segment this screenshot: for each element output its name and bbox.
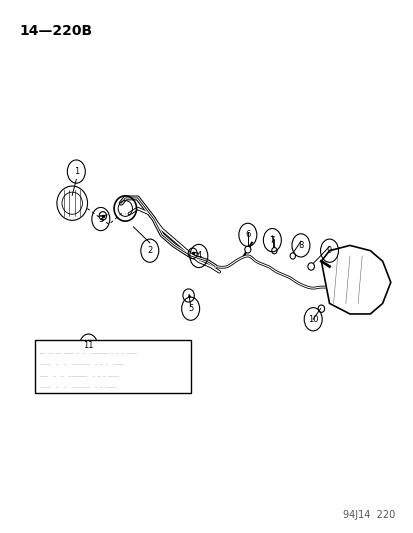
Text: ____  _  _  _______  _ _ ____: ____ _ _ _______ _ _ ____ (40, 383, 115, 387)
Text: 94J14  220: 94J14 220 (342, 510, 394, 520)
Text: 10: 10 (307, 315, 318, 324)
Text: 14—220B: 14—220B (19, 24, 92, 38)
Text: 9: 9 (326, 246, 331, 255)
Text: ____  _  _  _______  _ _ _  ____: ____ _ _ _______ _ _ _ ____ (40, 361, 123, 365)
Text: 5: 5 (188, 304, 193, 313)
Text: 1: 1 (74, 167, 79, 176)
Bar (36, 341, 190, 393)
Text: 7: 7 (269, 236, 274, 245)
Text: __ __ __ ____ _ _  _______ _ _ _ ____: __ __ __ ____ _ _ _______ _ _ _ ____ (40, 350, 136, 354)
Ellipse shape (290, 253, 295, 259)
Ellipse shape (271, 247, 276, 254)
Text: 3: 3 (98, 214, 103, 223)
Text: 11: 11 (83, 341, 94, 350)
Ellipse shape (307, 263, 313, 270)
Text: ___  _  _  _______  _ _ _ ____: ___ _ _ _______ _ _ _ ____ (40, 372, 118, 376)
Polygon shape (320, 245, 390, 314)
Text: 4: 4 (196, 252, 201, 261)
Text: 8: 8 (297, 241, 303, 250)
Text: 6: 6 (244, 230, 250, 239)
Ellipse shape (244, 246, 250, 253)
Text: 2: 2 (147, 246, 152, 255)
